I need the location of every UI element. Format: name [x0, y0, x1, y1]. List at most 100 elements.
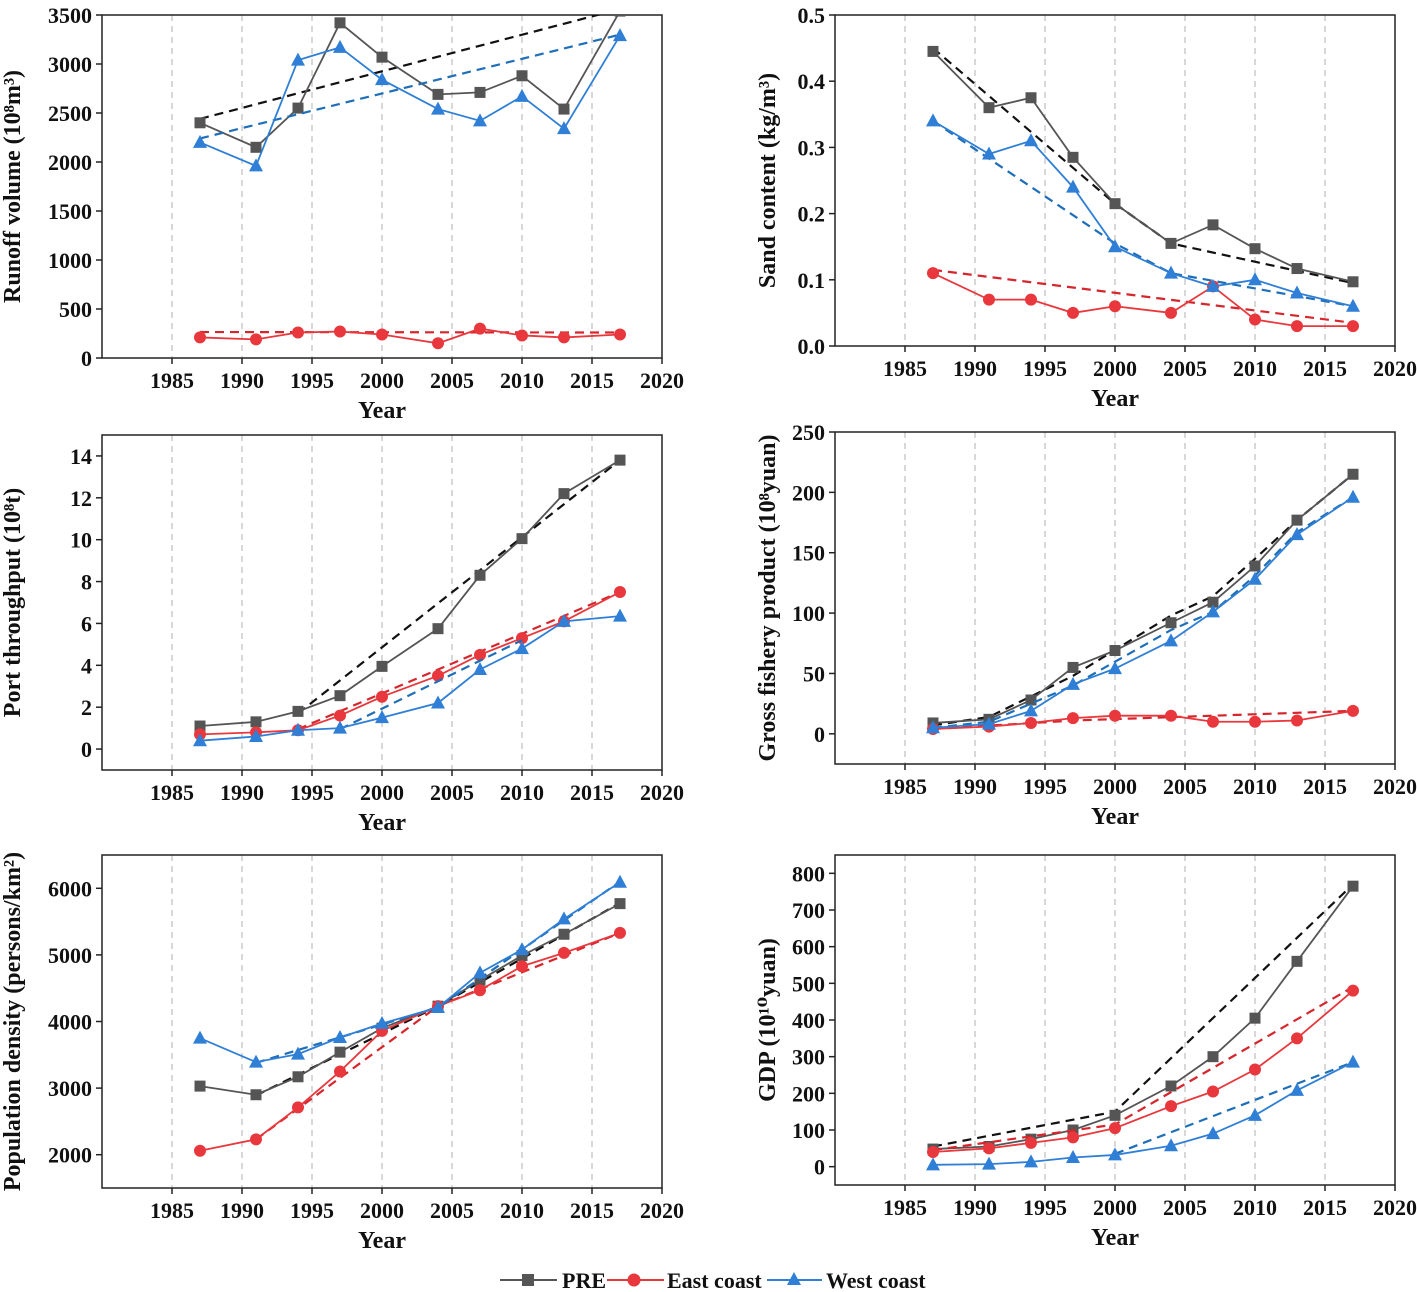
- chart-panel-6: 1985 1990 1995 2000 2005 2010 2015 2020 0 100 200 3…: [755, 854, 1417, 1251]
- data-point-east-2000: [1109, 1122, 1121, 1135]
- data-point-east-2013: [1291, 1032, 1303, 1045]
- data-point-pre-1991: [250, 716, 262, 728]
- series-line-pre: [199, 902, 621, 1096]
- data-point-west-2010: [1248, 571, 1262, 585]
- trend-line-west: [932, 120, 1354, 308]
- x-axis-title: Year: [1091, 1225, 1139, 1251]
- data-point-east-2004: [1165, 1100, 1177, 1113]
- data-point-west-2013: [1290, 527, 1304, 541]
- trend-line-west: [1114, 1061, 1354, 1155]
- data-point-pre-1987: [194, 720, 206, 732]
- data-point-pre-1987: [194, 1080, 206, 1092]
- series-line-east: [199, 327, 621, 345]
- data-point-west-2000: [375, 1015, 389, 1029]
- series-line-east: [932, 272, 1353, 328]
- data-point-west-2013: [557, 613, 571, 627]
- data-point-pre-2004: [1165, 617, 1177, 629]
- data-point-east-2017: [614, 586, 626, 599]
- data-point-west-2004: [431, 695, 445, 709]
- x-tick-label-2015: 2015: [1303, 774, 1347, 799]
- data-point-east-2017: [614, 926, 626, 939]
- y-tick-label-100: 100: [792, 1118, 825, 1143]
- data-point-west-1994: [1024, 1154, 1038, 1168]
- x-tick-label-2005: 2005: [1163, 774, 1207, 799]
- y-tick-label-10: 10: [70, 528, 92, 553]
- x-tick-label-2010: 2010: [500, 780, 544, 805]
- data-point-west-2013: [1290, 285, 1304, 299]
- data-point-pre-1987: [194, 117, 206, 129]
- data-point-east-2017: [1347, 704, 1359, 717]
- y-tick-label-100: 100: [792, 601, 825, 626]
- y-tick-label-14: 14: [70, 444, 92, 469]
- data-point-pre-2010: [516, 533, 528, 545]
- data-point-east-2013: [558, 331, 570, 344]
- data-point-east-1994: [292, 326, 304, 339]
- x-tick-label-2015: 2015: [570, 1198, 614, 1223]
- data-point-east-1994: [1025, 716, 1037, 729]
- data-point-west-2007: [1206, 1126, 1220, 1140]
- x-tick-label-2010: 2010: [1233, 774, 1277, 799]
- data-point-pre-1991: [983, 102, 995, 114]
- data-point-pre-2013: [558, 488, 570, 500]
- x-axis-title: Year: [358, 1228, 406, 1254]
- data-point-west-1991: [982, 146, 996, 160]
- data-point-pre-2000: [1109, 198, 1121, 210]
- data-point-pre-2007: [1207, 596, 1219, 608]
- x-tick-label-2005: 2005: [430, 780, 474, 805]
- data-point-west-1991: [249, 158, 263, 172]
- data-point-west-1987: [193, 134, 207, 148]
- y-tick-label-500: 500: [59, 297, 92, 322]
- x-tick-label-2005: 2005: [1163, 356, 1207, 381]
- x-tick-label-1995: 1995: [290, 780, 334, 805]
- data-point-west-2010: [515, 942, 529, 956]
- y-tick-label-0.1: 0.1: [798, 268, 826, 293]
- data-point-east-1997: [1067, 306, 1079, 319]
- x-tick-label-2000: 2000: [1093, 1195, 1137, 1220]
- data-point-west-1991: [982, 1156, 996, 1170]
- data-point-west-1997: [333, 39, 347, 53]
- data-point-west-1997: [1066, 179, 1080, 193]
- x-tick-label-2010: 2010: [1233, 356, 1277, 381]
- x-tick-label-1990: 1990: [220, 1198, 264, 1223]
- data-point-pre-2017: [1347, 276, 1359, 288]
- data-point-east-2007: [474, 322, 486, 335]
- x-tick-label-2000: 2000: [360, 368, 404, 393]
- chart-panel-5: 1985 1990 1995 2000 2005 2010 2015 2020 2000 3000…: [0, 852, 684, 1254]
- series-line-west: [199, 881, 621, 1064]
- y-tick-label-800: 800: [792, 861, 825, 886]
- data-point-east-2013: [558, 946, 570, 959]
- legend-marker-west: [787, 1272, 801, 1285]
- data-point-west-1991: [249, 1054, 263, 1068]
- y-tick-label-8: 8: [81, 570, 92, 595]
- data-point-pre-2007: [474, 974, 486, 986]
- data-point-west-2007: [473, 662, 487, 675]
- data-point-west-1987: [926, 1157, 940, 1171]
- data-point-west-1987: [193, 733, 207, 747]
- data-point-west-2000: [1108, 239, 1122, 253]
- y-tick-label-300: 300: [792, 1045, 825, 1070]
- data-point-pre-2013: [558, 928, 570, 940]
- data-point-east-1987: [927, 267, 939, 280]
- data-point-pre-1994: [1025, 694, 1037, 706]
- y-tick-label-6: 6: [81, 611, 92, 636]
- series-line-east: [932, 989, 1354, 1153]
- y-tick-label-0.2: 0.2: [798, 202, 826, 227]
- data-point-pre-2007: [1207, 1051, 1219, 1063]
- data-point-pre-1991: [250, 141, 262, 153]
- y-tick-label-3000: 3000: [48, 52, 92, 77]
- y-tick-label-50: 50: [803, 661, 825, 686]
- data-point-east-1997: [1067, 712, 1079, 725]
- data-point-pre-2010: [1249, 1012, 1261, 1024]
- chart-panel-2: 1985 1990 1995 2000 2005 2010 2015 2020 0.0 0.1 0.…: [755, 3, 1417, 412]
- x-tick-label-2000: 2000: [1093, 356, 1137, 381]
- x-tick-label-2010: 2010: [500, 368, 544, 393]
- data-point-east-2013: [1291, 714, 1303, 727]
- data-point-west-1987: [926, 113, 940, 127]
- x-axis-title: Year: [358, 810, 406, 836]
- data-point-pre-2000: [1109, 1109, 1121, 1121]
- x-tick-label-2005: 2005: [430, 1198, 474, 1223]
- y-tick-label-700: 700: [792, 898, 825, 923]
- data-point-east-1997: [334, 709, 346, 722]
- x-tick-label-1985: 1985: [150, 780, 194, 805]
- x-tick-label-1990: 1990: [220, 368, 264, 393]
